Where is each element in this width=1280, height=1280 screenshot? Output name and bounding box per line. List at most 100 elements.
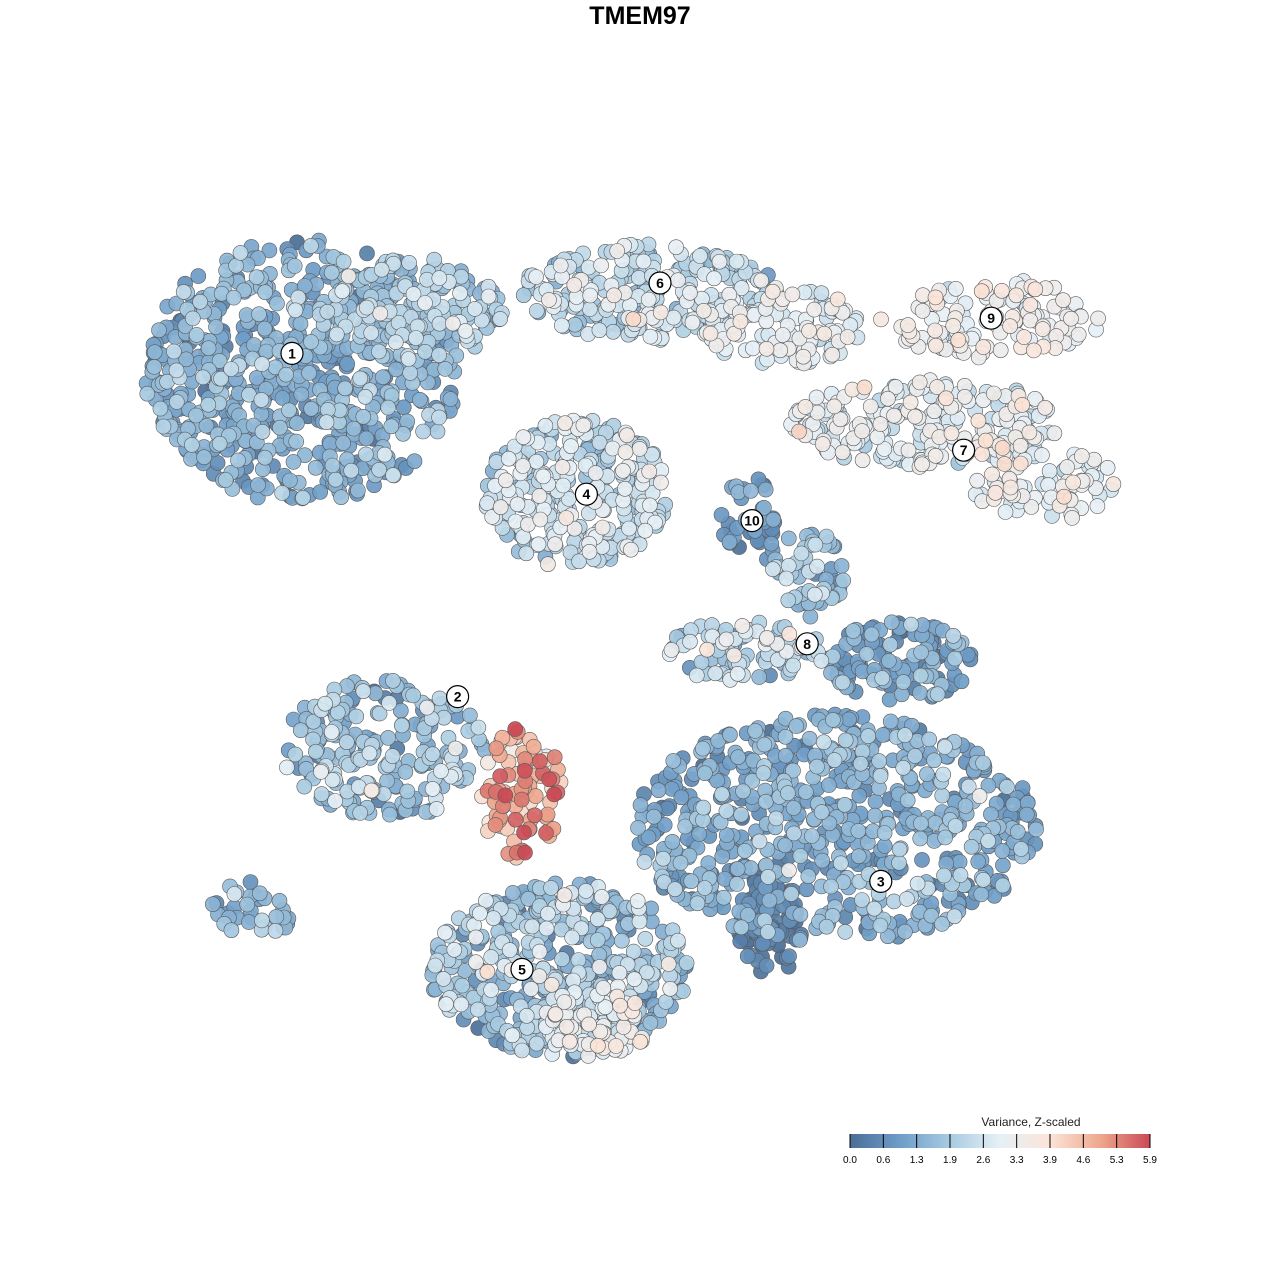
cell-point: [296, 778, 313, 795]
cell-point: [166, 343, 182, 360]
cell-point: [200, 340, 217, 357]
cell-point: [882, 636, 899, 653]
cell-point: [446, 941, 463, 958]
cell-point: [963, 838, 980, 855]
cell-point: [926, 403, 943, 420]
cluster-label-text: 2: [454, 689, 462, 705]
cell-point: [854, 892, 870, 908]
cell-point: [185, 310, 201, 327]
cell-point: [566, 277, 583, 293]
cell-point: [591, 959, 608, 975]
cell-point: [371, 705, 388, 722]
cell-point: [997, 504, 1014, 520]
cell-point: [480, 754, 496, 771]
cell-point: [183, 450, 199, 467]
cell-point: [1105, 476, 1122, 493]
cell-point: [381, 695, 397, 711]
cell-point: [292, 722, 309, 739]
cell-point: [758, 340, 775, 357]
cell-point: [814, 436, 831, 452]
cell-point: [914, 456, 930, 473]
cell-point: [591, 322, 608, 339]
cell-point: [909, 875, 926, 892]
cell-point: [936, 867, 952, 884]
cell-point: [729, 861, 746, 877]
cell-point: [554, 951, 570, 967]
cell-point: [813, 652, 830, 669]
cell-point: [575, 417, 592, 434]
cell-point: [352, 370, 369, 387]
cell-point: [765, 561, 781, 578]
cell-point: [663, 642, 680, 658]
cell-point: [1063, 310, 1079, 327]
cell-point: [358, 430, 375, 447]
cell-point: [339, 355, 356, 372]
cell-point: [428, 801, 445, 817]
cell-point: [363, 782, 380, 799]
cell-point: [697, 765, 713, 782]
cell-point: [327, 471, 344, 488]
cell-point: [405, 286, 422, 302]
cell-point: [608, 1038, 624, 1054]
cluster-label-1: 1: [280, 341, 304, 365]
cell-point: [1065, 474, 1081, 491]
cell-point: [780, 530, 797, 547]
cell-point: [507, 721, 524, 737]
cell-point: [554, 459, 571, 475]
cell-point: [854, 423, 870, 439]
cell-point: [1056, 488, 1072, 505]
cell-point: [1026, 342, 1042, 359]
cell-point: [444, 315, 461, 332]
cell-point: [230, 452, 246, 469]
cell-point: [777, 728, 794, 745]
cell-point: [912, 830, 929, 847]
cell-point: [971, 788, 988, 804]
cell-point: [802, 608, 819, 625]
cell-point: [1089, 498, 1106, 514]
cell-point: [352, 805, 369, 821]
cell-point: [826, 398, 843, 415]
cell-point: [882, 713, 899, 730]
cell-point: [518, 545, 535, 562]
cell-point: [540, 556, 556, 573]
cell-point: [333, 489, 349, 506]
cell-point: [479, 495, 496, 512]
cell-point: [665, 753, 682, 769]
cell-point: [656, 817, 673, 833]
cell-point: [953, 673, 970, 690]
cell-point: [987, 484, 1004, 501]
cell-point: [903, 616, 919, 633]
cell-point: [225, 289, 242, 306]
cell-point: [984, 466, 1000, 483]
cell-point: [670, 932, 686, 949]
cell-point: [612, 997, 628, 1014]
cell-point: [850, 848, 867, 865]
cell-point: [393, 717, 410, 734]
cell-point: [824, 346, 841, 363]
cell-point: [845, 623, 862, 639]
cell-point: [433, 763, 449, 779]
cell-point: [357, 388, 374, 405]
cell-point: [900, 442, 917, 459]
cell-point: [714, 848, 731, 865]
cell-point: [492, 499, 509, 516]
cell-point: [994, 877, 1011, 894]
cell-point: [601, 903, 618, 920]
cell-point: [427, 957, 444, 974]
cell-point: [980, 777, 997, 794]
cell-point: [635, 253, 652, 270]
cell-point: [303, 238, 319, 254]
cell-point: [504, 1027, 521, 1044]
cell-point: [926, 752, 942, 769]
cell-point: [556, 887, 573, 904]
cell-point: [253, 392, 270, 408]
cell-point: [1022, 296, 1039, 313]
cell-point: [759, 630, 775, 646]
cell-point: [872, 768, 889, 784]
cell-point: [350, 482, 366, 499]
cell-point: [532, 511, 549, 528]
cluster-labels: 1 2 3 4 5 6 7 8 9 10: [280, 271, 1003, 982]
cell-point: [801, 323, 817, 339]
cell-point: [198, 417, 215, 434]
cell-point: [684, 314, 701, 331]
